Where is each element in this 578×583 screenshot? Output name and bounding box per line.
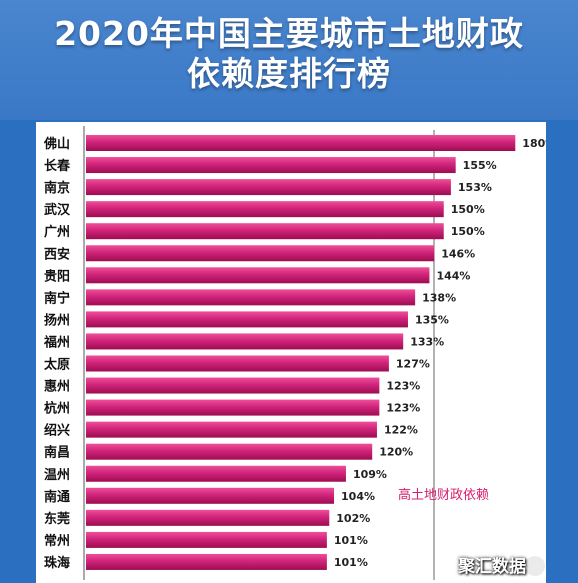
value-label: 120% [379, 446, 413, 459]
chart-annotation: 高土地财政依赖 [398, 488, 490, 503]
value-label: 150% [451, 203, 485, 216]
value-label: 135% [415, 313, 449, 326]
bar [86, 267, 430, 284]
bar [86, 289, 416, 306]
bar [86, 509, 330, 526]
category-label: 广州 [44, 224, 70, 240]
category-label: 南通 [44, 489, 70, 505]
bar [86, 443, 373, 460]
value-label: 133% [410, 335, 444, 348]
bar [86, 333, 404, 350]
bar [86, 157, 456, 174]
bar [86, 223, 444, 240]
category-label: 常州 [44, 533, 70, 549]
category-label: 杭州 [44, 401, 70, 417]
category-label: 珠海 [44, 555, 70, 571]
category-label: 福州 [43, 334, 70, 350]
chart-panel: 佛山 180% 长春 155% 南京 153% 武汉 150% 广州 150% 西安 146% 贵阳 14… [36, 122, 546, 583]
category-label: 温州 [44, 468, 70, 483]
value-label: 153% [458, 181, 492, 194]
value-label: 138% [422, 291, 456, 304]
bar [86, 311, 408, 328]
value-label: 122% [384, 424, 418, 437]
value-label: 104% [341, 490, 375, 503]
category-label: 东莞 [44, 511, 70, 527]
bar [86, 553, 327, 570]
value-label: 146% [441, 247, 475, 260]
value-label: 101% [334, 534, 368, 547]
value-label: 180% [522, 137, 546, 150]
title-line-1: 2020年中国主要城市土地财政 [54, 14, 524, 53]
value-label: 144% [436, 269, 470, 282]
category-label: 惠州 [44, 379, 70, 395]
bar [86, 531, 327, 548]
category-label: 南京 [44, 180, 70, 196]
value-label: 155% [463, 159, 497, 172]
title-line-2: 依赖度排行榜 [187, 54, 391, 93]
category-label: 长春 [44, 158, 71, 174]
category-label: 绍兴 [44, 423, 70, 439]
bar [86, 421, 377, 438]
bar [86, 399, 380, 416]
category-label: 西安 [44, 246, 70, 262]
category-label: 武汉 [44, 202, 71, 218]
category-label: 扬州 [44, 312, 70, 328]
chart-title: 2020年中国主要城市土地财政 依赖度排行榜 [0, 14, 578, 94]
value-label: 150% [451, 225, 485, 238]
value-label: 123% [386, 380, 420, 393]
bar [86, 377, 380, 394]
bar [86, 355, 389, 372]
watermark: 聚汇数据 [458, 557, 526, 577]
category-label: 贵阳 [44, 268, 70, 284]
bar [86, 179, 451, 196]
bar [86, 487, 335, 504]
category-label: 太原 [43, 357, 70, 373]
value-label: 109% [353, 468, 387, 481]
category-label: 佛山 [43, 136, 70, 152]
bar [86, 245, 435, 262]
header-band [0, 0, 578, 120]
category-label: 南昌 [44, 445, 70, 461]
bar [86, 135, 516, 151]
value-label: 123% [386, 402, 420, 415]
bar-chart: 佛山 180% 长春 155% 南京 153% 武汉 150% 广州 150% 西安 146% 贵阳 14… [43, 126, 546, 580]
value-label: 102% [336, 512, 370, 525]
value-label: 127% [396, 358, 430, 371]
value-label: 101% [334, 556, 368, 569]
watermark-logo-icon [525, 556, 545, 576]
category-label: 南宁 [44, 290, 70, 306]
bar [86, 465, 346, 482]
bar [86, 201, 444, 218]
